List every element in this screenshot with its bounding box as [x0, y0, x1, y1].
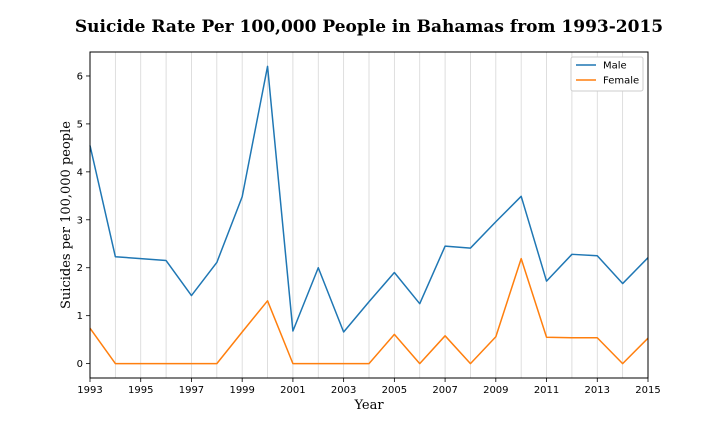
- x-tick-label: 2003: [331, 385, 356, 396]
- gridlines: [89, 52, 649, 378]
- legend-label-female: Female: [603, 76, 639, 87]
- x-axis-label: Year: [353, 398, 384, 413]
- y-axis-label: Suicides per 100,000 people: [59, 121, 74, 309]
- y-tick-label: 3: [77, 215, 83, 226]
- y-tick-label: 4: [77, 167, 83, 178]
- y-tick-label: 2: [77, 263, 83, 274]
- x-tick-label: 1995: [128, 385, 153, 396]
- chart-title: Suicide Rate Per 100,000 People in Baham…: [75, 17, 663, 37]
- x-tick-label: 1997: [179, 385, 204, 396]
- legend: Male Female: [570, 56, 644, 92]
- y-tick-label: 6: [77, 71, 83, 82]
- y-tick-label: 5: [77, 119, 83, 130]
- series-line-male: [89, 65, 649, 333]
- x-tick-label: 2007: [432, 385, 457, 396]
- series-lines: [89, 65, 649, 365]
- x-tick-label: 2015: [635, 385, 660, 396]
- series-line-female: [89, 257, 649, 365]
- plot-area: [89, 51, 649, 379]
- x-tick-label: 1999: [229, 385, 254, 396]
- legend-label-male: Male: [603, 61, 627, 72]
- x-tick-label: 1993: [77, 385, 102, 396]
- y-tick-label: 1: [77, 311, 83, 322]
- x-tick-label: 2001: [280, 385, 305, 396]
- y-axis-ticks: 0 1 2 3 4 5 6: [77, 71, 90, 370]
- x-tick-label: 2011: [534, 385, 559, 396]
- x-tick-label: 2005: [382, 385, 407, 396]
- x-tick-label: 2009: [483, 385, 508, 396]
- x-tick-label: 2013: [585, 385, 610, 396]
- x-axis-ticks: 1993 1995 1997 1999 2001 2003 2005 2007 2009 2011…: [77, 378, 661, 396]
- y-tick-label: 0: [77, 359, 83, 370]
